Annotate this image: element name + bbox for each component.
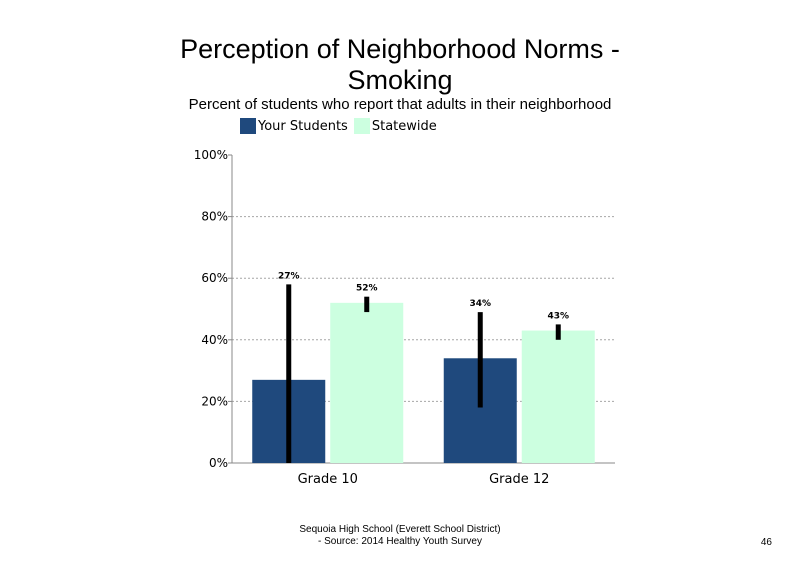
- bar: [521, 330, 595, 463]
- y-tick-label: 60%: [201, 271, 228, 285]
- data-label: 27%: [278, 271, 300, 281]
- data-label: 34%: [469, 299, 491, 309]
- legend-swatch-statewide: [353, 118, 370, 134]
- y-tick-label: 80%: [201, 210, 228, 224]
- x-tick-label: Grade 10: [298, 472, 358, 487]
- legend-item-statewide: Statewide: [353, 118, 437, 134]
- data-label: 52%: [356, 284, 378, 294]
- page-number: 46: [760, 537, 772, 548]
- footer-school: Sequoia High School (Everett School Dist…: [299, 524, 501, 535]
- chart-title: Perception of Neighborhood Norms - Smoki…: [0, 34, 800, 96]
- data-label: 43%: [547, 311, 569, 321]
- chart-title-line-2: Smoking: [347, 65, 453, 95]
- y-tick-label: 100%: [194, 148, 228, 162]
- y-tick-label: 20%: [201, 394, 228, 408]
- legend-swatch-your-students: [240, 118, 256, 134]
- footer: Sequoia High School (Everett School Dist…: [0, 524, 800, 548]
- y-tick-label: 40%: [201, 333, 228, 347]
- x-tick-label: Grade 12: [489, 472, 549, 487]
- y-tick-label: 0%: [209, 456, 228, 470]
- legend-label-your-students: Your Students: [258, 118, 348, 134]
- legend-label-statewide: Statewide: [371, 118, 437, 134]
- chart-subtitle: Percent of students who report that adul…: [188, 96, 612, 113]
- legend-item-your-students: Your Students: [240, 118, 348, 134]
- footer-source: - Source: 2014 Healthy Youth Survey: [318, 536, 482, 547]
- chart-title-line-1: Perception of Neighborhood Norms -: [180, 34, 620, 64]
- legend: Your Students Statewide: [240, 118, 443, 134]
- bar: [330, 302, 404, 463]
